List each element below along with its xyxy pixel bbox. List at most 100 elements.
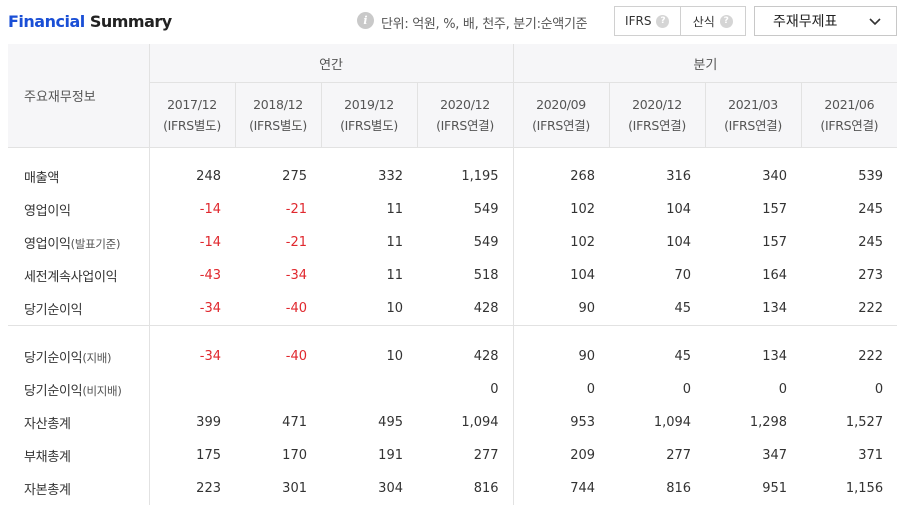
value-cell: -14	[199, 235, 221, 250]
help-icon[interactable]: ?	[719, 14, 733, 28]
value-cell: 104	[666, 235, 692, 250]
value-cell: 102	[512, 193, 610, 226]
value-cell: 90	[512, 340, 610, 373]
table-row: 당기순이익(지배) -34 -40 10 428 90 45 134 222	[8, 340, 897, 373]
value-cell: -43	[199, 268, 221, 283]
value-cell: 0	[682, 382, 692, 397]
row-label-text: 부채총계	[24, 450, 71, 465]
row-label: 당기순이익	[8, 292, 150, 326]
value-cell: 245	[858, 235, 884, 250]
value-cell: 518	[473, 268, 499, 283]
period-basis: (IFRS연결)	[628, 118, 686, 133]
value-cell: 90	[512, 292, 610, 326]
view-toggle: IFRS ? 산식 ?	[614, 6, 746, 36]
row-label-text: 영업이익	[24, 204, 71, 219]
value-cell: 10	[321, 292, 417, 326]
period-date: 2021/06	[824, 97, 875, 112]
table-row: 자산총계 399 471 495 1,094 953 1,094 1,298 1,527	[8, 406, 897, 439]
ifrs-toggle-button[interactable]: IFRS ?	[615, 7, 680, 35]
period-date: 2021/03	[728, 97, 778, 112]
value-cell: 157	[762, 202, 788, 217]
row-label: 영업이익	[8, 193, 150, 226]
row-label: 세전계속사업이익	[8, 259, 150, 292]
value-cell: 170	[282, 448, 307, 463]
period-header: 2019/12 (IFRS별도)	[320, 82, 417, 148]
value-cell: 1,156	[845, 481, 884, 496]
title-financial: Financial	[8, 12, 85, 31]
period-date: 2020/12	[440, 97, 490, 112]
info-icon[interactable]: i	[357, 12, 374, 29]
period-header: 2021/06 (IFRS연결)	[800, 82, 898, 148]
value-cell: -40	[285, 349, 307, 364]
row-label: 영업이익(발표기준)	[8, 226, 150, 259]
value-cell: 301	[282, 481, 307, 496]
row-label: 당기순이익(지배)	[8, 340, 150, 373]
ifrs-toggle-label: IFRS	[625, 14, 652, 28]
value-cell: 134	[705, 292, 802, 326]
value-cell: 191	[378, 448, 403, 463]
value-cell: 275	[282, 169, 307, 184]
period-header: 2018/12 (IFRS별도)	[234, 82, 321, 148]
table-row: 영업이익(발표기준) -14 -21 11 549 102 104 157 245	[8, 226, 897, 259]
formula-toggle-button[interactable]: 산식 ?	[679, 7, 746, 35]
chevron-down-icon	[869, 18, 881, 26]
period-header: 2020/12 (IFRS연결)	[608, 82, 706, 148]
value-cell: 1,094	[653, 415, 692, 430]
value-cell: 209	[512, 439, 610, 472]
value-cell: 273	[858, 268, 884, 283]
row-label-suffix: (발표기준)	[70, 237, 121, 251]
value-cell: 0	[512, 373, 610, 406]
value-cell: 347	[762, 448, 788, 463]
value-cell: 428	[473, 349, 499, 364]
statement-type-select[interactable]: 주재무제표	[754, 6, 897, 36]
value-cell: 104	[512, 259, 610, 292]
period-date: 2018/12	[253, 97, 303, 112]
value-cell: 70	[674, 268, 692, 283]
value-cell: 953	[512, 406, 610, 439]
row-label-text: 당기순이익	[24, 303, 83, 318]
value-cell	[235, 373, 321, 406]
row-label-suffix: (지배)	[82, 351, 112, 365]
value-cell: 1,195	[461, 169, 499, 184]
row-label-text: 세전계속사업이익	[24, 270, 118, 285]
value-cell: 495	[378, 415, 403, 430]
help-icon[interactable]: ?	[656, 14, 670, 28]
value-cell: -21	[285, 202, 307, 217]
table-row: 부채총계 175 170 191 277 209 277 347 371	[8, 439, 897, 472]
period-basis: (IFRS연결)	[820, 118, 879, 133]
period-header: 2020/12 (IFRS연결)	[416, 82, 514, 148]
financial-summary-table: 주요재무정보 연간 분기 2017/12 (IFRS별도) 2018/12 (IFRS…	[8, 44, 898, 505]
value-cell: 222	[801, 292, 898, 326]
row-label: 매출액	[8, 160, 150, 193]
period-basis: (IFRS별도)	[163, 118, 221, 133]
value-cell: 102	[512, 226, 610, 259]
corner-header: 주요재무정보	[8, 44, 150, 148]
value-cell: 340	[762, 169, 788, 184]
quarterly-group-header: 분기	[513, 44, 898, 83]
table-row: 영업이익 -14 -21 11 549 102 104 157 245	[8, 193, 897, 226]
value-cell: 0	[874, 382, 884, 397]
row-label-text: 당기순이익	[24, 384, 83, 399]
value-cell: -34	[149, 292, 235, 326]
value-cell: 428	[417, 292, 514, 326]
period-date: 2020/09	[536, 97, 586, 112]
value-cell: 1,298	[749, 415, 788, 430]
value-cell	[149, 373, 235, 406]
row-label-text: 자본총계	[24, 483, 71, 498]
value-cell: 1,527	[845, 415, 884, 430]
period-basis: (IFRS연결)	[436, 118, 494, 133]
value-cell: 248	[196, 169, 221, 184]
table-row: 세전계속사업이익 -43 -34 11 518 104 70 164 273	[8, 259, 897, 292]
page-title: Financial Summary	[8, 12, 172, 31]
row-label: 자본총계	[8, 472, 150, 505]
table-row: 당기순이익 -34 -40 10 428 90 45 134 222	[8, 292, 898, 326]
value-cell: 222	[858, 349, 884, 364]
value-cell: 951	[762, 481, 788, 496]
value-cell: 11	[386, 202, 403, 217]
period-date: 2019/12	[344, 97, 394, 112]
value-cell: 0	[490, 382, 499, 397]
value-cell: 45	[674, 349, 692, 364]
value-cell: 10	[386, 349, 403, 364]
annual-group-header: 연간	[149, 44, 514, 83]
value-cell: 157	[762, 235, 788, 250]
